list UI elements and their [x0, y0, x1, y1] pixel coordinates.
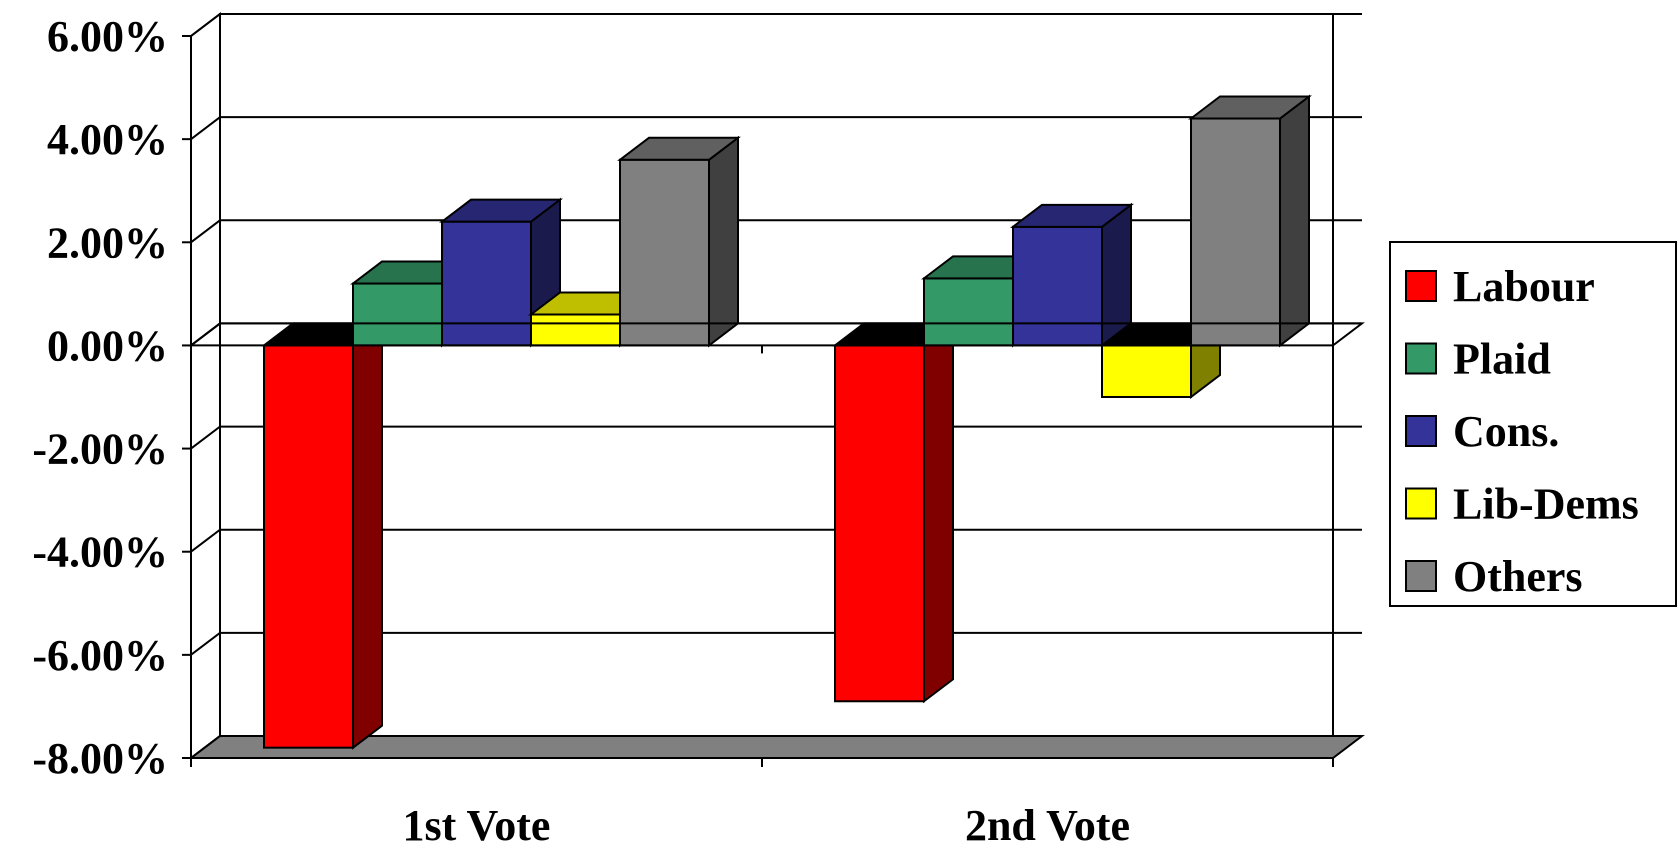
bar-others-1: [617, 135, 741, 348]
legend-label: Others: [1453, 552, 1583, 601]
x-category-label: 2nd Vote: [965, 801, 1130, 848]
legend-swatch: [1405, 270, 1437, 302]
legend-label: Labour: [1453, 262, 1595, 311]
y-axis-tick-labels: 6.00% 4.00% 2.00% 0.00% -2.00% -4.00% -6.00% -8…: [32, 12, 168, 783]
x-axis-category-labels: 1st Vote 2nd Vote: [403, 801, 1130, 848]
legend-item: Labour: [1405, 262, 1595, 311]
gridline: [190, 116, 1362, 140]
y-tick-label: -8.00%: [32, 734, 168, 783]
y-tick-label: 2.00%: [47, 218, 168, 267]
bars: [261, 94, 1312, 750]
legend-label: Lib-Dems: [1453, 480, 1639, 529]
legend-label: Plaid: [1453, 335, 1551, 384]
legend-item: Plaid: [1405, 335, 1551, 384]
gridline: [190, 528, 1362, 553]
axes: [182, 35, 1365, 767]
gridline: [190, 425, 1362, 450]
zero-plane: [188, 322, 1365, 347]
legend-label: Cons.: [1453, 407, 1559, 456]
legend-swatch: [1405, 560, 1437, 592]
floor: [188, 735, 1365, 759]
legend-item: Others: [1405, 552, 1583, 601]
x-category-label: 1st Vote: [403, 801, 551, 848]
y-tick-label: -2.00%: [32, 425, 168, 474]
bar-cons--1: [439, 197, 563, 348]
legend: Labour Plaid Cons. Lib-Dems Others: [1389, 241, 1677, 607]
legend-item: Lib-Dems: [1405, 480, 1639, 529]
legend-swatch: [1405, 342, 1437, 375]
gridline: [190, 631, 1362, 656]
bar-others-2: [1188, 94, 1312, 348]
bar-labour-2: [832, 321, 956, 704]
legend-item: Cons.: [1405, 407, 1559, 456]
y-tick-label: 0.00%: [47, 321, 168, 370]
side-wall: [190, 11, 221, 761]
legend-swatch: [1405, 415, 1437, 447]
legend-box: [1389, 241, 1677, 607]
y-tick-label: -4.00%: [32, 528, 168, 577]
gridline: [190, 735, 1362, 759]
bar-labour-1: [261, 321, 385, 750]
legend-swatch: [1405, 487, 1437, 520]
gridline: [190, 13, 1362, 37]
y-tick-label: 6.00%: [47, 12, 168, 61]
y-tick-label: -6.00%: [32, 631, 168, 680]
y-tick-label: 4.00%: [47, 115, 168, 164]
bar-cons--2: [1010, 202, 1134, 348]
gridline: [190, 219, 1362, 244]
